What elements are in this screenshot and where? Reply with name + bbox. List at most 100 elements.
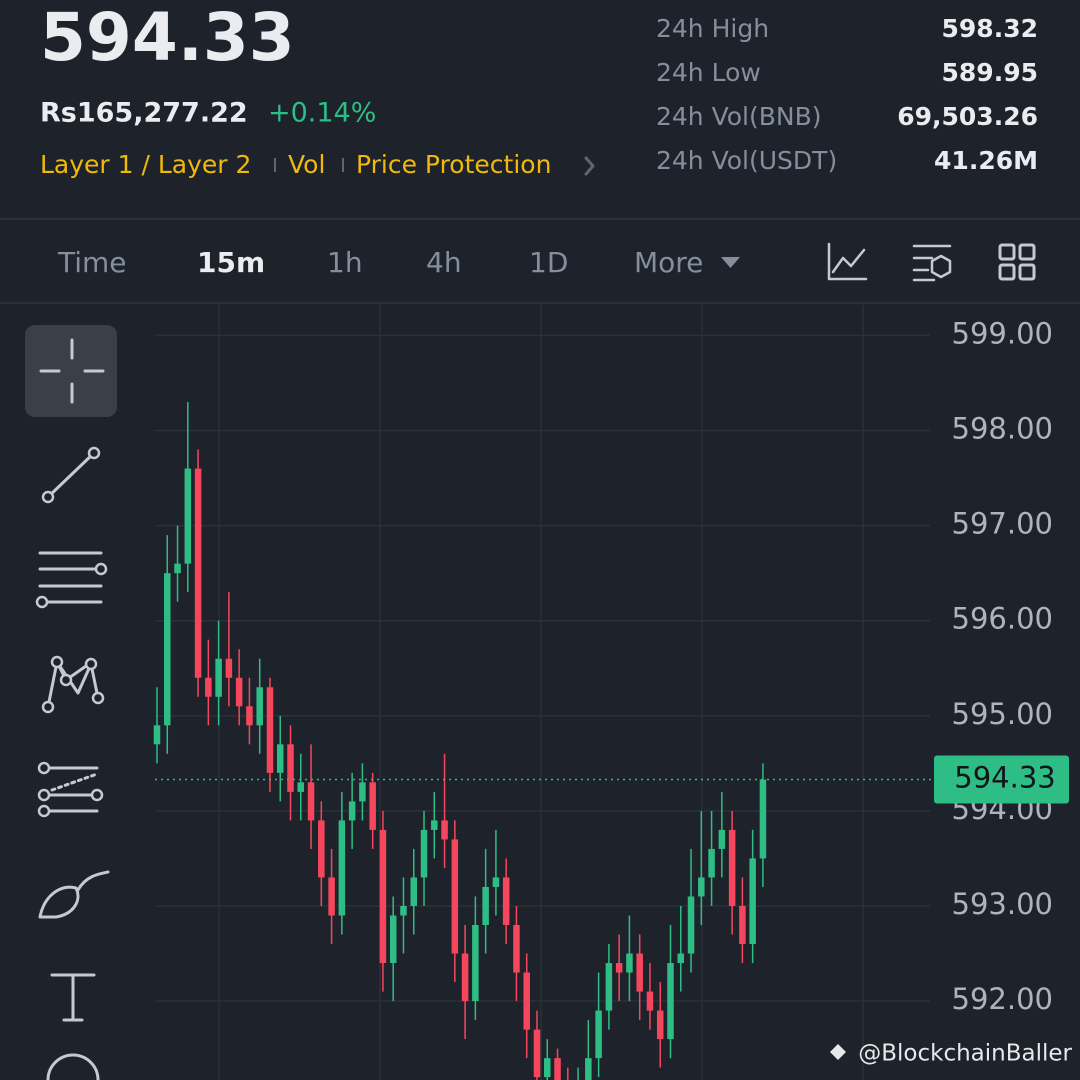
y-tick-label: 592.00 xyxy=(952,982,1053,1016)
candle-body xyxy=(379,829,387,964)
overlay: 594.33 xyxy=(155,755,1069,804)
stat-label: 24h High xyxy=(656,14,769,43)
last-price-tag xyxy=(934,755,1069,804)
candle-body xyxy=(194,468,202,678)
pattern-tool[interactable] xyxy=(41,655,105,714)
interval-tab[interactable]: 15m xyxy=(197,246,265,279)
candle-body xyxy=(533,1029,541,1078)
candle-body xyxy=(348,801,356,821)
candle-body xyxy=(492,877,500,887)
candle-body xyxy=(461,953,469,1002)
candle-body xyxy=(739,905,746,945)
fib-tool[interactable] xyxy=(37,761,104,818)
candle-body xyxy=(369,782,376,830)
layout-icon[interactable] xyxy=(998,243,1036,281)
candle-body xyxy=(235,677,243,707)
interval-tab[interactable]: Time xyxy=(57,246,127,279)
y-tick-label: 596.00 xyxy=(952,602,1053,636)
interval-tab[interactable]: 1D xyxy=(529,246,568,279)
price-change: +0.14% xyxy=(268,98,376,129)
last-price-tag-text: 594.33 xyxy=(954,761,1055,795)
stat-value: 69,503.26 xyxy=(897,102,1038,131)
interval-tab[interactable]: More xyxy=(634,246,703,279)
candle-body xyxy=(656,1010,664,1040)
brush-tool[interactable] xyxy=(38,870,110,919)
candle-body xyxy=(595,1010,602,1059)
candle-body xyxy=(205,677,212,697)
dropdown-arrow[interactable] xyxy=(721,257,740,268)
y-tick-label: 599.00 xyxy=(952,316,1053,350)
parallel-lines-tool[interactable] xyxy=(35,551,108,609)
candle-body xyxy=(626,953,633,973)
tool-active-bg xyxy=(25,325,117,417)
candle-body xyxy=(400,905,407,916)
candle-body xyxy=(225,658,233,678)
candle-body xyxy=(728,829,736,906)
candle-body xyxy=(667,963,674,1040)
trend-line-tool[interactable] xyxy=(41,446,101,504)
candle-body xyxy=(318,820,325,878)
text-tool[interactable] xyxy=(50,973,96,1022)
stat-label: 24h Low xyxy=(656,58,761,87)
chevron[interactable] xyxy=(584,156,595,176)
tag[interactable]: Vol xyxy=(288,150,325,179)
candle-body xyxy=(687,896,695,954)
price-grid: 599.00598.00597.00596.00595.00594.00593.… xyxy=(155,316,1053,1016)
interval-bar: Time 15m 1h 4h 1D More xyxy=(57,246,703,279)
candle-body xyxy=(554,1058,561,1080)
interval-tab[interactable]: 1h xyxy=(327,246,363,279)
candle-body xyxy=(184,468,192,564)
candle-body xyxy=(215,658,222,697)
candle-body xyxy=(256,687,263,726)
candle-body xyxy=(410,877,417,906)
candle-body xyxy=(266,687,274,773)
tag[interactable]: Price Protection xyxy=(356,150,551,179)
candle-body xyxy=(389,915,397,964)
candle-body xyxy=(420,829,428,878)
candle-body xyxy=(359,782,366,802)
candle-body xyxy=(482,886,489,925)
candle-body xyxy=(708,848,715,878)
candle-body xyxy=(615,963,623,973)
candle-body xyxy=(297,782,305,792)
candle-body xyxy=(164,573,171,726)
crosshair-tool[interactable] xyxy=(39,338,105,404)
y-tick-label: 597.00 xyxy=(952,507,1053,541)
y-tick-label: 593.00 xyxy=(952,887,1053,921)
candle-body xyxy=(718,829,726,849)
candle-body xyxy=(585,1058,592,1080)
candle-body xyxy=(328,877,335,916)
candle-body xyxy=(246,706,253,726)
candles xyxy=(153,401,767,1080)
candle-body xyxy=(174,563,181,574)
watermark: @BlockchainBaller xyxy=(830,1041,1073,1067)
candle-body xyxy=(523,972,530,1030)
tag[interactable]: Layer 1 / Layer 2 xyxy=(40,150,251,179)
candle-body xyxy=(276,744,284,773)
stat-label: 24h Vol(USDT) xyxy=(656,146,837,175)
candle-body xyxy=(544,1058,551,1078)
stat-label: 24h Vol(BNB) xyxy=(656,102,822,131)
candle-body xyxy=(646,991,654,1011)
candle-body xyxy=(749,858,756,945)
stat-value: 598.32 xyxy=(942,14,1038,43)
candle-body xyxy=(513,925,520,973)
candle-body xyxy=(441,820,448,840)
candle-body xyxy=(698,877,705,897)
more-tool[interactable] xyxy=(46,1053,100,1080)
watermark-text: @BlockchainBaller xyxy=(858,1041,1072,1067)
indicator-icon[interactable] xyxy=(912,244,952,282)
last-price: 594.33 xyxy=(40,0,295,76)
y-tick-label: 598.00 xyxy=(952,412,1053,446)
candle-body xyxy=(759,779,767,859)
candle-body xyxy=(451,839,459,954)
stat-value: 41.26M xyxy=(934,146,1038,175)
chart-type-icon[interactable] xyxy=(827,242,868,281)
candle-body xyxy=(677,953,685,964)
candle-body xyxy=(636,953,643,992)
candle-body xyxy=(153,725,161,745)
interval-tab[interactable]: 4h xyxy=(426,246,462,279)
